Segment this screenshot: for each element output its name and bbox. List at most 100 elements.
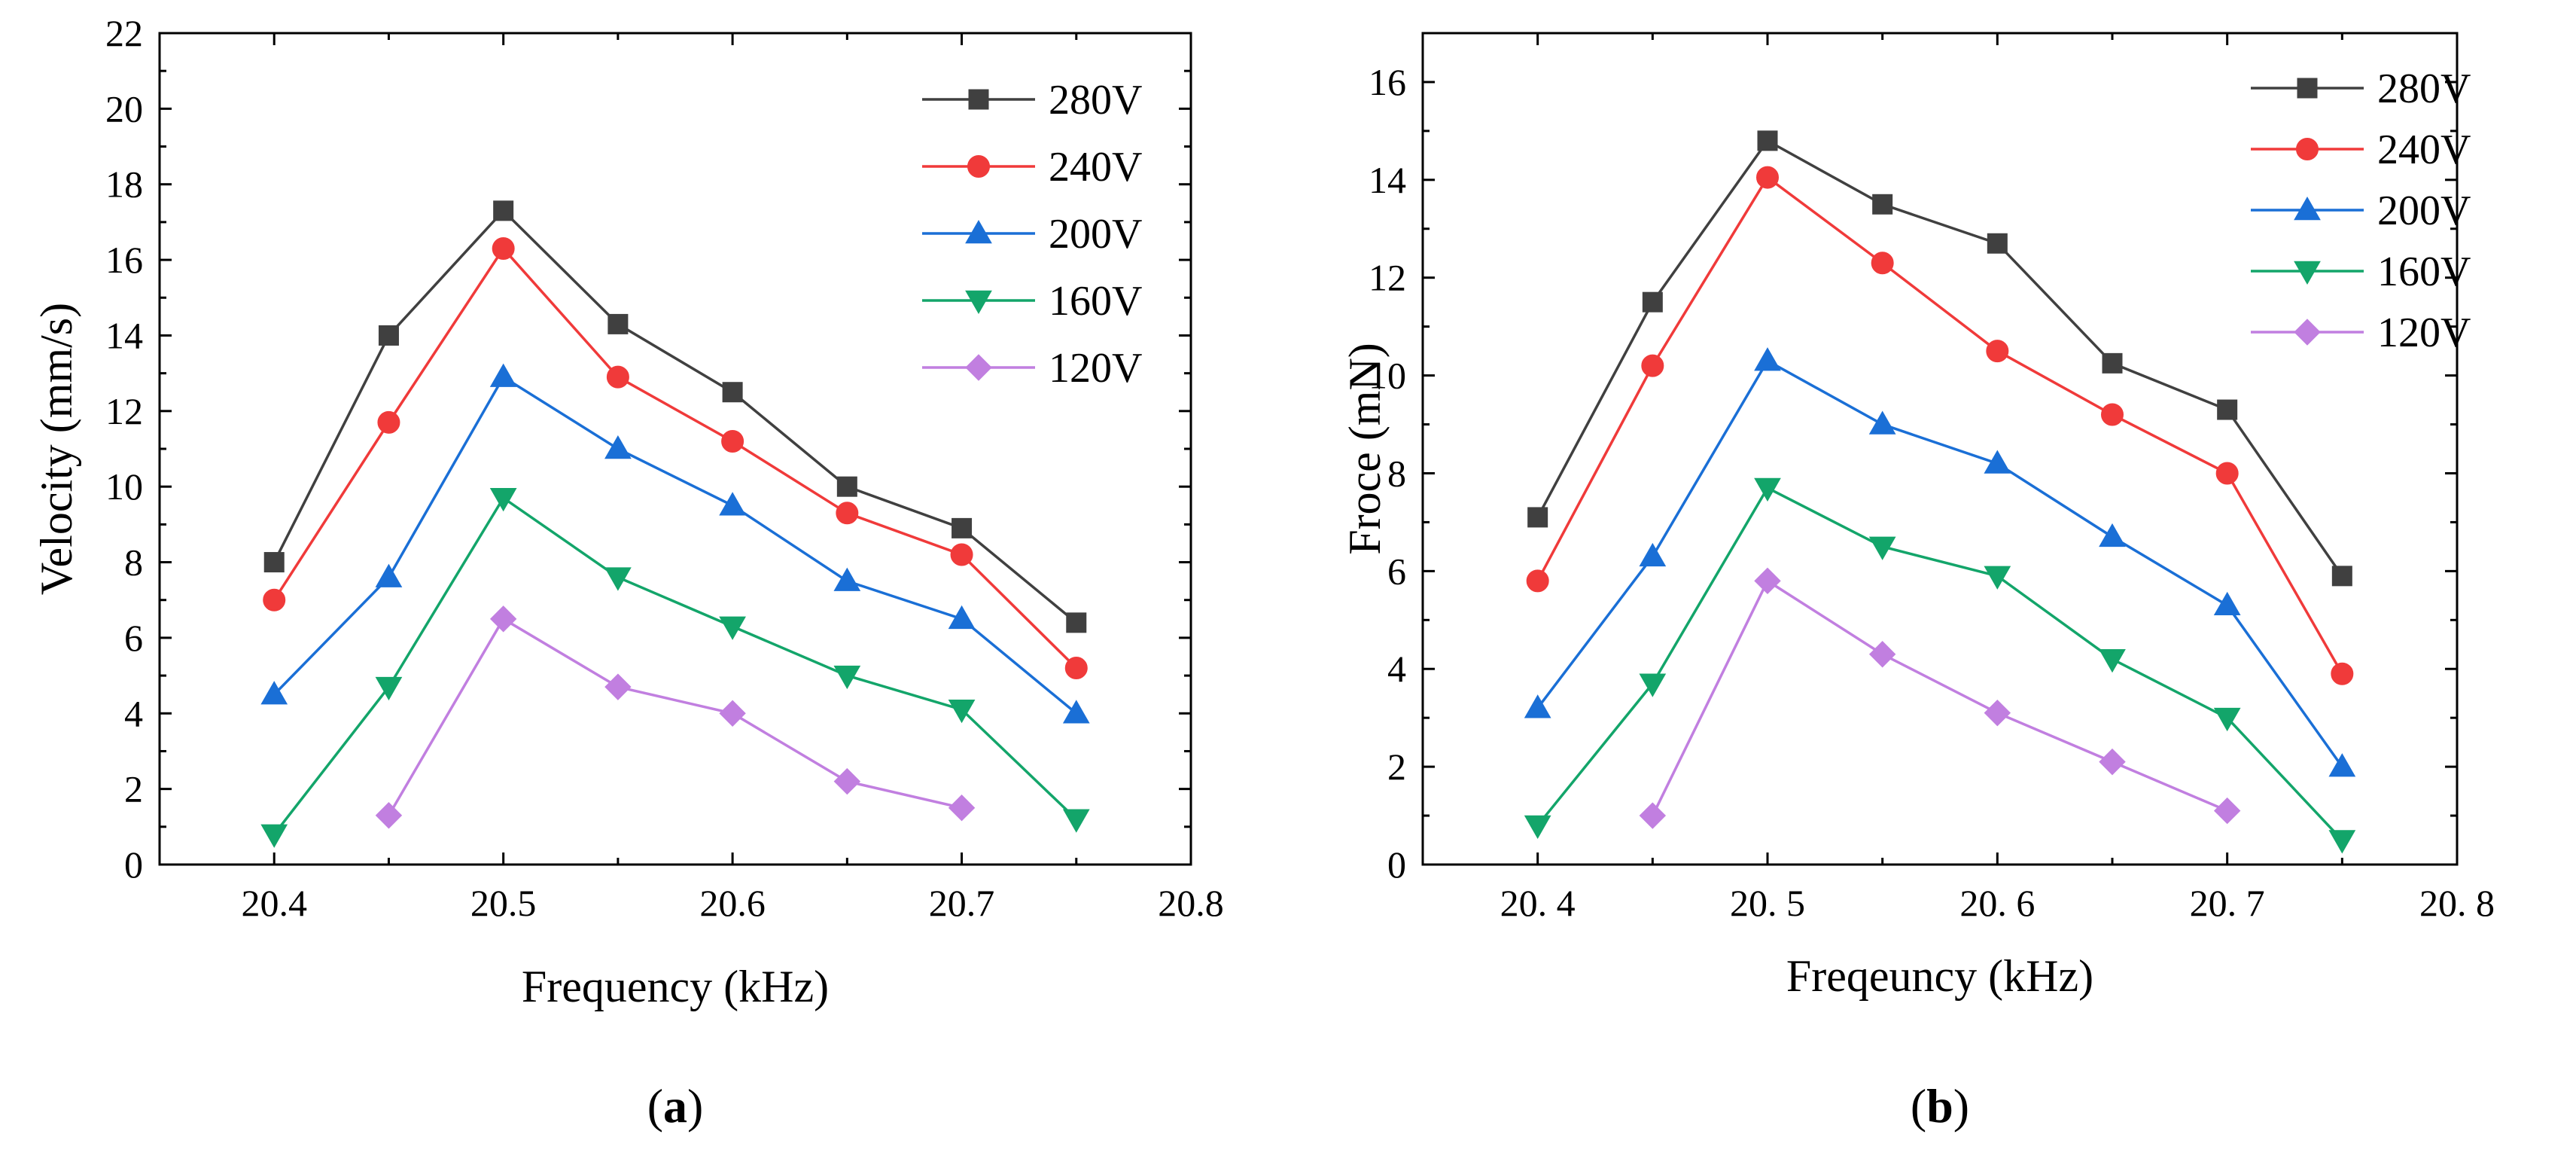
- data-point: [1756, 166, 1779, 189]
- legend-item-160V: 160V: [922, 278, 1142, 325]
- x-tick-label: 20.5: [470, 882, 537, 924]
- series-line: [1651, 578, 2228, 816]
- data-point: [375, 563, 403, 587]
- legend-label: 240V: [2377, 127, 2471, 173]
- legend-item-160V: 160V: [2251, 249, 2471, 295]
- data-point: [604, 673, 632, 700]
- legend-marker: [2294, 196, 2321, 221]
- data-point: [1639, 542, 1667, 567]
- series-line: [1536, 358, 2343, 768]
- y-tick-label: 0: [124, 843, 143, 886]
- data-point: [1064, 657, 1088, 680]
- data-point: [1984, 450, 2011, 474]
- y-tick-label: 12: [105, 390, 143, 432]
- panel-label: (b): [1911, 1079, 1969, 1133]
- y-tick-label: 4: [1387, 648, 1406, 690]
- legend-label: 160V: [1049, 278, 1142, 325]
- legend-item-280V: 280V: [922, 77, 1142, 124]
- data-point: [950, 543, 973, 566]
- y-tick-label: 18: [105, 163, 143, 206]
- data-point: [833, 665, 861, 690]
- data-point: [1062, 700, 1090, 724]
- data-point: [1871, 252, 1894, 275]
- legend-marker: [2294, 261, 2321, 285]
- series-line: [273, 209, 1077, 624]
- y-tick-label: 6: [1387, 550, 1406, 592]
- data-point: [721, 429, 744, 453]
- data-point: [2215, 462, 2239, 485]
- legend-marker: [2296, 138, 2319, 160]
- plot-frame: [158, 32, 1192, 866]
- data-point: [1986, 340, 2009, 363]
- data-point: [1642, 291, 1663, 313]
- legend-marker: [2294, 319, 2321, 346]
- legend-item-280V: 280V: [2251, 66, 2471, 112]
- data-point: [2213, 591, 2241, 616]
- series-240V: [1526, 166, 2354, 685]
- x-tick-label: 20. 8: [2419, 882, 2495, 924]
- data-point: [2213, 797, 2241, 825]
- series-160V: [260, 487, 1090, 848]
- data-point: [1066, 612, 1087, 633]
- legend-label: 160V: [2377, 249, 2471, 295]
- data-point: [489, 605, 517, 633]
- legend-label: 120V: [1049, 345, 1142, 392]
- data-point: [2102, 352, 2123, 374]
- data-point: [2099, 523, 2126, 547]
- plot-frame: [1421, 32, 2459, 866]
- x-tick-label: 20. 4: [1500, 882, 1576, 924]
- data-point: [2099, 748, 2126, 776]
- data-point: [263, 552, 285, 573]
- legend-label: 200V: [2377, 188, 2471, 234]
- data-point: [1984, 699, 2011, 727]
- x-tick-label: 20. 5: [1730, 882, 1805, 924]
- y-tick-label: 22: [105, 12, 143, 54]
- series-200V: [260, 363, 1090, 724]
- data-point: [719, 616, 746, 640]
- data-point: [375, 802, 403, 829]
- data-point: [1872, 194, 1893, 215]
- series-120V: [1639, 567, 2241, 829]
- x-tick-label: 20.6: [699, 882, 766, 924]
- x-tick-label: 20.7: [929, 882, 995, 924]
- x-tick-label: 20.4: [241, 882, 307, 924]
- series-200V: [1524, 347, 2356, 777]
- y-tick-label: 2: [1387, 746, 1406, 788]
- legend-marker: [968, 89, 989, 110]
- legend-label: 280V: [2377, 66, 2471, 112]
- data-point: [1984, 566, 2011, 590]
- data-point: [1754, 347, 1781, 371]
- data-point: [948, 605, 976, 630]
- y-tick-label: 0: [1387, 843, 1406, 886]
- x-tick-label: 20. 7: [2190, 882, 2265, 924]
- legend-marker: [2297, 78, 2318, 99]
- legend-item-120V: 120V: [922, 345, 1142, 392]
- data-point: [1526, 569, 1549, 593]
- series-160V: [1524, 477, 2356, 854]
- legend-label: 120V: [2377, 310, 2471, 356]
- legend-item-240V: 240V: [2251, 127, 2471, 173]
- data-point: [1754, 477, 1781, 502]
- legend-label: 240V: [1049, 144, 1142, 191]
- data-point: [1524, 815, 1551, 840]
- data-point: [260, 681, 288, 705]
- data-point: [1062, 809, 1090, 833]
- series-line: [1536, 486, 2343, 841]
- data-point: [2217, 399, 2238, 420]
- data-point: [1868, 410, 1896, 435]
- data-point: [604, 567, 632, 591]
- data-point: [719, 700, 746, 727]
- data-point: [493, 200, 514, 221]
- y-axis-label: Velocity (mm/s): [32, 303, 81, 595]
- data-point: [2328, 830, 2356, 854]
- data-point: [948, 795, 976, 822]
- series-280V: [263, 200, 1087, 633]
- data-point: [1524, 694, 1551, 718]
- y-tick-label: 8: [124, 541, 143, 584]
- data-point: [719, 492, 746, 516]
- legend-label: 280V: [1049, 77, 1142, 124]
- series-120V: [375, 605, 976, 829]
- y-tick-label: 16: [1369, 61, 1406, 103]
- data-point: [1757, 130, 1778, 151]
- y-tick-label: 6: [124, 617, 143, 659]
